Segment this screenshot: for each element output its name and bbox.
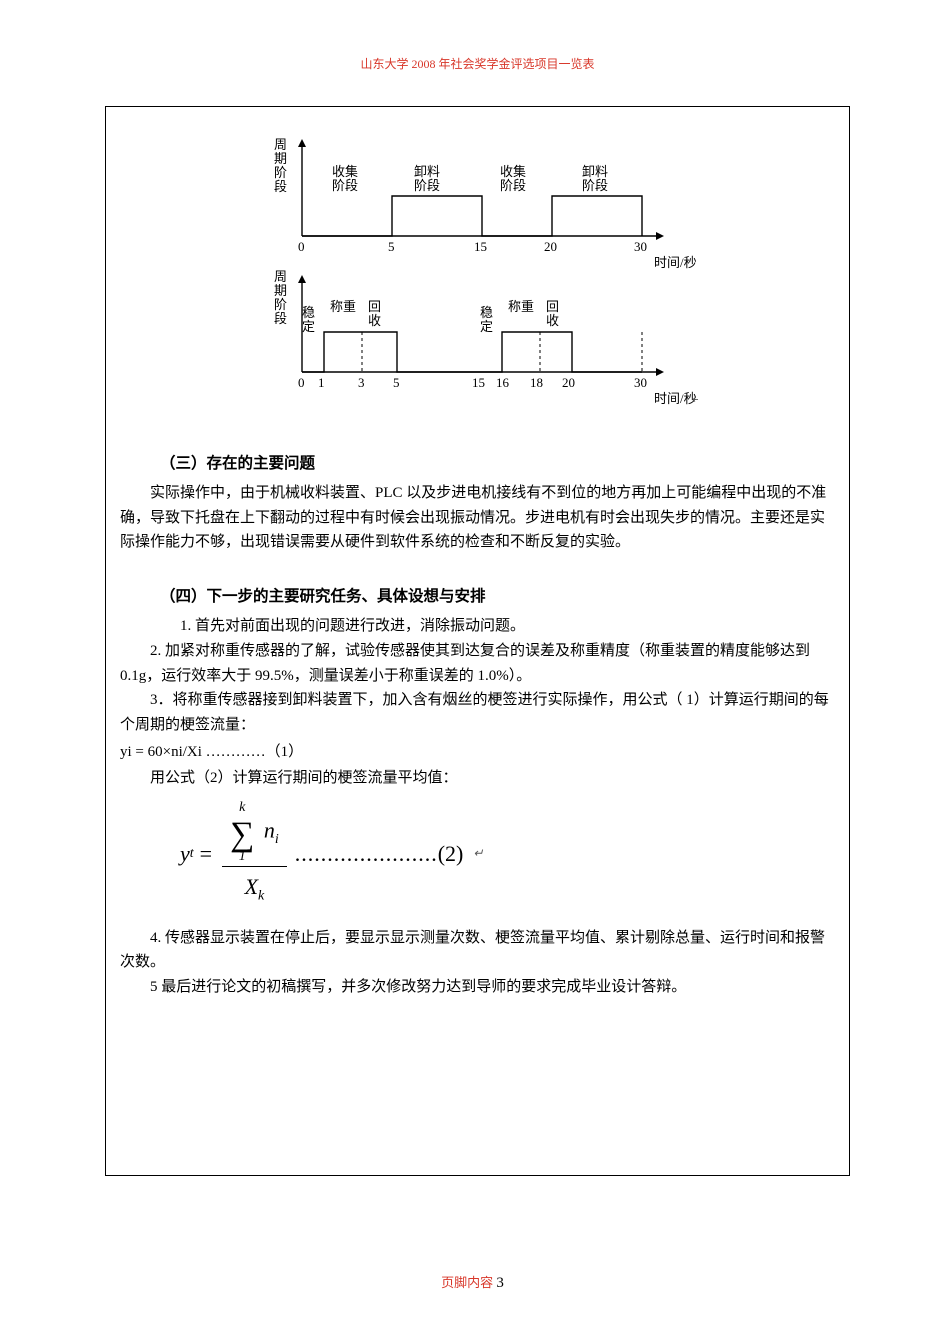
section-4-item-2: 2. 加紧对称重传感器的了解，试验传感器使其到达复合的误差及称重精度（称重装置的…	[120, 639, 835, 689]
svg-text:回: 回	[546, 299, 559, 314]
svg-text:卸料: 卸料	[414, 164, 440, 179]
svg-text:5: 5	[388, 239, 395, 254]
formula-2-label: (2)	[438, 836, 464, 871]
svg-text:16: 16	[496, 375, 510, 390]
section-4-item-4: 4. 传感器显示装置在停止后，要显示显示测量次数、梗签流量平均值、累计剔除总量、…	[120, 926, 835, 976]
svg-text:期: 期	[274, 283, 287, 298]
svg-text:15: 15	[472, 375, 485, 390]
svg-text:定: 定	[480, 319, 493, 334]
timing-diagram: 周 期 阶 段	[120, 129, 835, 434]
svg-text:定: 定	[302, 319, 315, 334]
svg-text:20: 20	[544, 239, 557, 254]
formula-2: yt = k ∑ 1 ni Xk ...................... …	[180, 801, 835, 908]
svg-text:时间/秒: 时间/秒	[654, 255, 697, 270]
svg-text:收: 收	[368, 313, 381, 328]
svg-text:稳: 稳	[480, 305, 493, 320]
svg-text:0: 0	[298, 375, 305, 390]
line-break-icon: ↵	[463, 844, 483, 863]
svg-text:15: 15	[474, 239, 487, 254]
svg-text:阶段: 阶段	[414, 178, 440, 193]
svg-text:阶段: 阶段	[332, 178, 358, 193]
svg-text:20: 20	[562, 375, 575, 390]
svg-text:30: 30	[634, 375, 647, 390]
svg-text:称重: 称重	[330, 299, 356, 314]
section-4-heading: （四）下一步的主要研究任务、具体设想与安排	[160, 585, 835, 610]
svg-text:↵: ↵	[692, 394, 698, 406]
svg-text:段: 段	[274, 311, 287, 326]
formula-1: yi = 60×ni/Xi …………（1）	[120, 740, 835, 764]
content-box: 周 期 阶 段	[105, 106, 850, 1176]
svg-text:阶段: 阶段	[582, 178, 608, 193]
footer-label: 页脚内容	[441, 1275, 493, 1290]
svg-text:回: 回	[368, 299, 381, 314]
svg-text:卸料: 卸料	[582, 164, 608, 179]
svg-text:5: 5	[393, 375, 400, 390]
svg-text:0: 0	[298, 239, 305, 254]
formula-1-lead: 用公式（2）计算运行期间的梗签流量平均值：	[120, 766, 835, 791]
svg-text:收集: 收集	[500, 164, 526, 179]
svg-text:30: 30	[634, 239, 647, 254]
svg-text:阶: 阶	[274, 165, 287, 180]
svg-text:3: 3	[358, 375, 365, 390]
page-footer: 页脚内容 3	[0, 1271, 945, 1295]
svg-text:阶段: 阶段	[500, 178, 526, 193]
svg-text:1: 1	[318, 375, 325, 390]
svg-text:期: 期	[274, 151, 287, 166]
svg-text:时间/秒: 时间/秒	[654, 391, 697, 406]
section-4-item-5: 5 最后进行论文的初稿撰写，并多次修改努力达到导师的要求完成毕业设计答辩。	[120, 975, 835, 1000]
svg-text:周: 周	[274, 137, 287, 152]
svg-text:稳: 稳	[302, 305, 315, 320]
svg-text:收集: 收集	[332, 164, 358, 179]
section-4-item-3: 3．将称重传感器接到卸料装置下，加入含有烟丝的梗签进行实际操作，用公式（ 1）计…	[120, 688, 835, 738]
page-header: 山东大学 2008 年社会奖学金评选项目一览表	[105, 55, 850, 74]
timing-diagram-svg: 周 期 阶 段	[258, 129, 698, 434]
svg-text:段: 段	[274, 179, 287, 194]
footer-page-number: 3	[496, 1275, 504, 1291]
svg-text:称重: 称重	[508, 299, 534, 314]
svg-text:18: 18	[530, 375, 543, 390]
section-3-body: 实际操作中，由于机械收料装置、PLC 以及步进电机接线有不到位的地方再加上可能编…	[120, 481, 835, 555]
page: 山东大学 2008 年社会奖学金评选项目一览表 周 期 阶 段	[0, 0, 945, 1337]
section-3-heading: （三）存在的主要问题	[160, 452, 835, 477]
svg-text:周: 周	[274, 269, 287, 284]
section-4-item-1: 1. 首先对前面出现的问题进行改进，消除振动问题。	[120, 614, 835, 639]
svg-text:阶: 阶	[274, 297, 287, 312]
svg-text:收: 收	[546, 313, 559, 328]
